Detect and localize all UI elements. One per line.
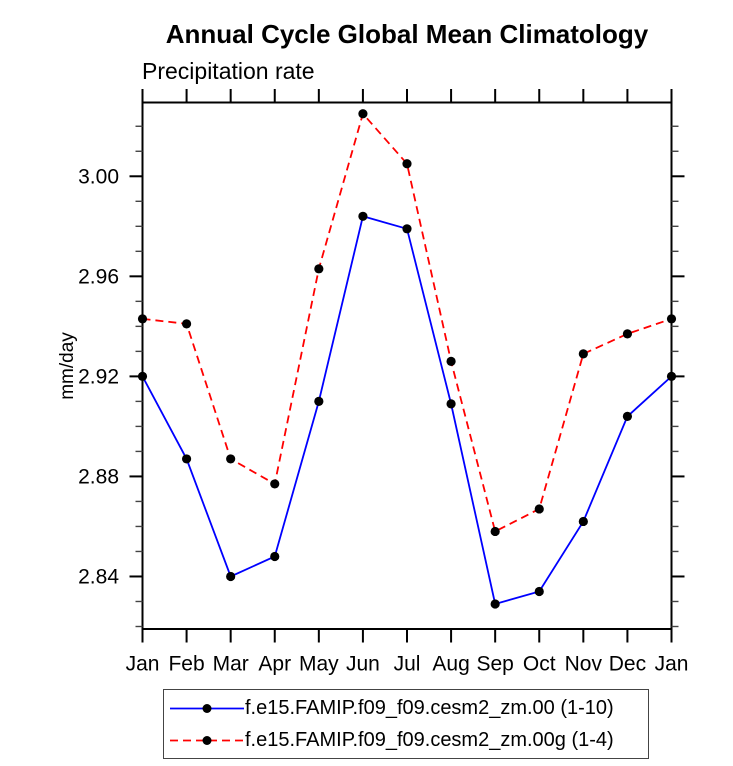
y-tick-label: 2.92 [78, 365, 119, 388]
x-tick-label: Jan [126, 653, 160, 676]
data-point-marker [446, 356, 456, 366]
data-point-marker [666, 314, 677, 324]
data-point-marker [534, 504, 544, 514]
data-point-marker [270, 551, 280, 562]
data-point-marker [402, 159, 412, 169]
x-tick-label: Jan [655, 653, 689, 676]
tick-labels: Jan Feb Mar Apr May Jun Jul Aug Sep Oct Nov Dec Jan 2… [78, 165, 688, 675]
x-tick-label: Jul [394, 653, 421, 676]
data-point-marker [137, 314, 148, 324]
data-point-marker [314, 396, 324, 406]
data-point-marker [578, 349, 588, 359]
data-point-marker [534, 586, 544, 597]
x-tick-label: Feb [168, 653, 204, 676]
legend: f.e15.FAMIP.f09_f09.cesm2_zm.00 (1-10) f… [163, 689, 649, 759]
y-tick-label: 2.96 [78, 265, 119, 288]
series-line-1 [142, 111, 672, 533]
legend-label: f.e15.FAMIP.f09_f09.cesm2_zm.00 (1-10) [245, 697, 614, 719]
data-point-marker [402, 224, 412, 234]
data-point-marker [622, 329, 633, 339]
data-point-marker [226, 571, 236, 582]
legend-line-sample-dashed [170, 735, 244, 745]
data-point-marker [490, 526, 500, 537]
y-tick-label: 2.84 [78, 565, 119, 588]
data-point-marker [181, 454, 192, 464]
data-point-marker [446, 399, 456, 409]
x-tick-label: Nov [565, 653, 603, 676]
x-tick-label: Jun [346, 653, 380, 676]
chart-title: Annual Cycle Global Mean Climatology [166, 19, 649, 49]
x-tick-label: Dec [609, 653, 646, 676]
data-point-marker [578, 516, 588, 527]
series-1 [137, 109, 677, 537]
data-point-marker [358, 109, 368, 119]
legend-line-sample-solid [170, 703, 244, 713]
x-tick-label: Aug [432, 653, 469, 676]
y-tick-label: 2.88 [78, 465, 119, 488]
axes [129, 89, 685, 643]
legend-entry: f.e15.FAMIP.f09_f09.cesm2_zm.00g (1-4) [164, 724, 648, 756]
legend-marker-icon [202, 735, 212, 745]
data-point-marker [622, 411, 633, 421]
data-point-marker [270, 479, 280, 489]
data-point-marker [490, 599, 500, 609]
x-tick-label: Apr [258, 653, 291, 676]
x-tick-label: Sep [476, 653, 513, 676]
plot-frame [141, 101, 673, 630]
y-axis-label: mm/day [57, 332, 78, 400]
data-point-marker [137, 371, 148, 381]
data-point-marker [181, 319, 192, 329]
series-line-0 [141, 215, 673, 606]
legend-marker-icon [202, 703, 212, 713]
chart-subtitle: Precipitation rate [142, 58, 315, 84]
x-tick-label: Oct [523, 653, 556, 676]
legend-entry: f.e15.FAMIP.f09_f09.cesm2_zm.00 (1-10) [164, 692, 648, 724]
data-point-marker [314, 264, 324, 274]
x-tick-label: May [299, 653, 339, 676]
data-point-marker [226, 454, 236, 464]
legend-label: f.e15.FAMIP.f09_f09.cesm2_zm.00g (1-4) [245, 729, 614, 751]
x-tick-label: Mar [213, 653, 249, 676]
y-tick-label: 3.00 [78, 165, 119, 188]
data-point-marker [666, 371, 677, 381]
y-minor-ticks [135, 125, 679, 628]
series-0 [137, 211, 677, 609]
data-point-marker [358, 211, 368, 221]
